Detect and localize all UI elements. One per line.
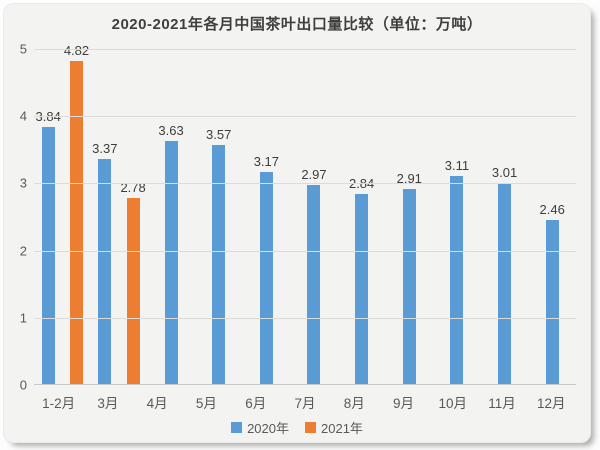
legend-swatch-2020年 (231, 422, 243, 433)
bar-2021年-1-2月 (69, 61, 83, 385)
bar-2020年-1-2月 (41, 126, 55, 385)
bar-col-2020年-12月: 2.46 (540, 49, 565, 385)
bar-2020年-7月 (307, 185, 321, 385)
y-tick-label-2: 2 (19, 243, 27, 259)
bar-group-11月: 3.01 (481, 49, 529, 385)
x-axis: 1-2月 3月 4月 5月 6月 7月 8月 9月 10月 11月 12月 (34, 392, 576, 411)
x-tick-label-7月: 7月 (294, 396, 316, 411)
bar-group-3月: 3.37 2.78 (91, 49, 148, 385)
y-tick-label-5: 5 (19, 41, 27, 57)
gridline-y-2 (34, 250, 576, 252)
value-label-2020年-10月: 3.11 (444, 158, 470, 174)
legend-entry-2020年: 2020年 (231, 418, 289, 437)
chart-card: 2020-2021年各月中国茶叶出口量比较（单位：万吨） 3.84 4.82 3.3… (3, 3, 591, 443)
bar-col-2020年-8月: 2.84 (349, 49, 374, 385)
value-label-2020年-7月: 2.97 (301, 167, 327, 183)
gridline-y-5 (34, 49, 576, 50)
x-tick-label-6月: 6月 (245, 396, 267, 411)
bar-groups: 3.84 4.82 3.37 2.78 3.63 3.57 3.17 2.97 2.84 2.91… (34, 43, 576, 385)
gridline-y-4 (34, 116, 576, 118)
bar-2020年-4月 (164, 141, 178, 385)
value-label-2020年-9月: 2.91 (396, 171, 422, 187)
bar-2020年-9月 (402, 189, 416, 385)
x-tick-label-11月: 11月 (488, 396, 516, 411)
bar-2020年-10月 (450, 176, 464, 385)
bar-group-5月: 3.57 (195, 49, 243, 385)
x-tick-label-3月: 3月 (97, 396, 119, 411)
value-label-2020年-3月: 3.37 (92, 140, 118, 156)
x-tick-label-9月: 9月 (392, 396, 414, 411)
bar-2020年-6月 (259, 171, 273, 385)
bar-col-2020年-6月: 3.17 (254, 49, 279, 385)
bar-2020年-12月 (545, 219, 559, 385)
legend-label-2021年: 2021年 (321, 421, 363, 436)
value-label-2020年-6月: 3.17 (253, 153, 279, 169)
x-tick-label-5月: 5月 (195, 396, 217, 411)
x-tick-label-12月: 12月 (537, 396, 566, 411)
bar-col-2020年-3月: 3.37 (92, 49, 117, 385)
bar-group-9月: 2.91 (385, 49, 433, 385)
value-label-2020年-11月: 3.01 (491, 164, 518, 180)
legend-entry-2021年: 2021年 (305, 418, 363, 437)
y-tick-label-3: 3 (19, 175, 27, 191)
bar-2020年-5月 (212, 145, 226, 385)
bar-2020年-3月 (98, 158, 112, 385)
legend: 2020年 2021年 (4, 418, 590, 437)
y-tick-label-0: 0 (19, 377, 27, 393)
bar-col-2020年-7月: 2.97 (301, 49, 327, 385)
bar-group-6月: 3.17 (243, 49, 291, 385)
x-tick-label-10月: 10月 (438, 396, 468, 411)
x-axis-line (34, 384, 576, 385)
bar-2021年-3月 (126, 198, 140, 385)
value-label-2020年-4月: 3.63 (158, 123, 184, 139)
y-tick-label-4: 4 (19, 108, 27, 124)
bar-col-2020年-9月: 2.91 (397, 49, 422, 385)
bar-group-7月: 2.97 (290, 49, 338, 385)
gridline-y-1 (34, 317, 576, 319)
legend-label-2020年: 2020年 (247, 421, 289, 436)
bar-col-2021年-1-2月: 4.82 (64, 43, 89, 385)
value-label-2021年-1-2月: 4.82 (63, 43, 90, 59)
x-tick-label-1-2月: 1-2月 (42, 396, 76, 411)
bar-group-8月: 2.84 (338, 49, 386, 385)
value-label-2020年-5月: 3.57 (206, 127, 232, 143)
value-label-2020年-12月: 2.46 (539, 201, 565, 217)
bar-group-4月: 3.63 (147, 49, 195, 385)
y-tick-label-1: 1 (19, 310, 27, 326)
bar-col-2020年-4月: 3.63 (158, 49, 184, 385)
bar-group-10月: 3.11 (433, 49, 481, 385)
bar-col-2020年-10月: 3.11 (445, 49, 469, 385)
bar-2020年-8月 (355, 194, 369, 385)
x-tick-label-8月: 8月 (343, 396, 365, 411)
legend-swatch-2021年 (305, 422, 316, 433)
chart-title: 2020-2021年各月中国茶叶出口量比较（单位：万吨） (111, 16, 483, 33)
x-tick-label-4月: 4月 (146, 396, 168, 411)
bar-col-2020年-5月: 3.57 (206, 49, 231, 385)
plot-area: 3.84 4.82 3.37 2.78 3.63 3.57 3.17 2.97 2.84 2.91… (20, 42, 576, 393)
gridline-y-3 (34, 183, 576, 185)
bar-col-2020年-1-2月: 3.84 (36, 49, 61, 385)
bar-col-2020年-11月: 3.01 (492, 49, 517, 385)
bar-2020年-11月 (498, 182, 512, 385)
bar-group-12月: 2.46 (528, 49, 576, 385)
bar-group-1-2月: 3.84 4.82 (34, 43, 91, 385)
bar-col-2021年-3月: 2.78 (120, 49, 146, 385)
